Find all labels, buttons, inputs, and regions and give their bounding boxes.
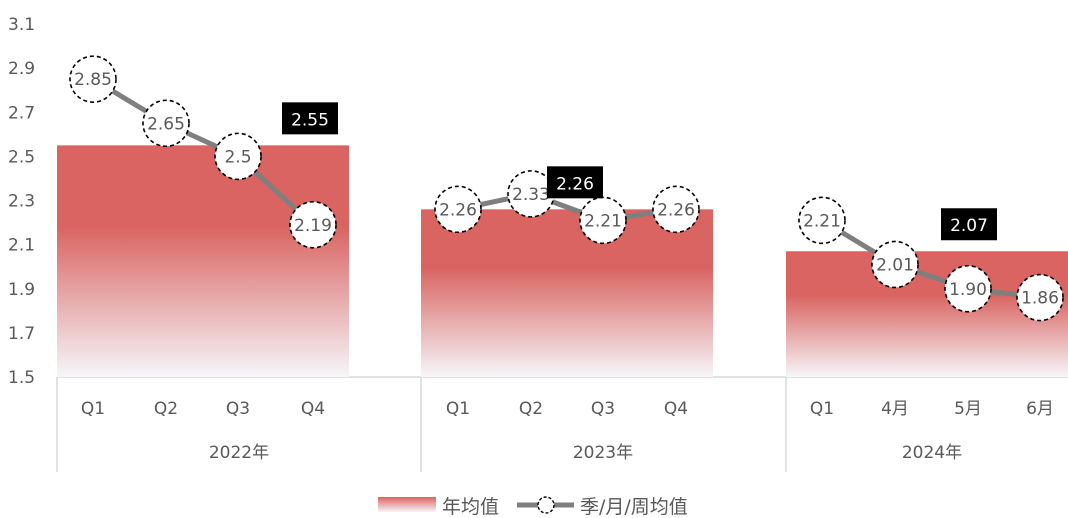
y-tick-label: 3.1: [8, 15, 35, 35]
data-label: 2.01: [876, 255, 914, 275]
data-label: 2.21: [803, 211, 841, 231]
x-tick-label: Q3: [591, 399, 615, 419]
y-tick-label: 2.7: [8, 103, 35, 123]
y-tick-label: 1.9: [8, 280, 35, 300]
legend-bar-label: 年均值: [442, 496, 499, 518]
legend-line-label: 季/月/周均值: [580, 496, 688, 518]
data-label: 2.85: [74, 70, 112, 90]
average-bar: [421, 209, 713, 377]
x-tick-label: Q4: [664, 399, 688, 419]
data-label: 1.90: [949, 280, 987, 300]
data-label: 2.21: [584, 211, 622, 231]
y-tick-label: 2.9: [8, 59, 35, 79]
y-tick-label: 1.5: [8, 368, 35, 388]
y-tick-label: 1.7: [8, 324, 35, 344]
data-label: 2.26: [657, 200, 695, 220]
data-label: 2.19: [294, 216, 332, 236]
y-tick-label: 2.1: [8, 236, 35, 256]
legend-marker-swatch: [538, 497, 554, 513]
x-tick-label: 5月: [954, 399, 982, 419]
legend: 年均值 季/月/周均值: [378, 496, 688, 518]
data-label: 2.26: [439, 200, 477, 220]
average-label: 2.26: [556, 174, 594, 194]
data-label: 1.86: [1021, 289, 1059, 309]
average-label: 2.07: [950, 216, 988, 236]
x-tick-label: Q3: [226, 399, 250, 419]
y-tick-label: 2.5: [8, 147, 35, 167]
average-bar: [57, 145, 349, 377]
y-tick-label: 2.3: [8, 192, 35, 212]
legend-bar-swatch: [378, 497, 436, 512]
group-label: 2022年: [209, 443, 269, 463]
group-label: 2024年: [902, 443, 962, 463]
data-label: 2.65: [147, 114, 185, 134]
group-label: 2023年: [573, 443, 633, 463]
x-tick-label: Q1: [810, 399, 834, 419]
x-tick-label: Q2: [519, 399, 543, 419]
x-tick-label: Q2: [154, 399, 178, 419]
data-label: 2.33: [512, 185, 550, 205]
x-tick-label: Q1: [446, 399, 470, 419]
x-tick-label: 4月: [881, 399, 909, 419]
x-tick-label: 6月: [1026, 399, 1054, 419]
data-label: 2.5: [224, 147, 251, 167]
x-tick-label: Q4: [301, 399, 325, 419]
x-tick-label: Q1: [81, 399, 105, 419]
average-label: 2.55: [291, 110, 329, 130]
